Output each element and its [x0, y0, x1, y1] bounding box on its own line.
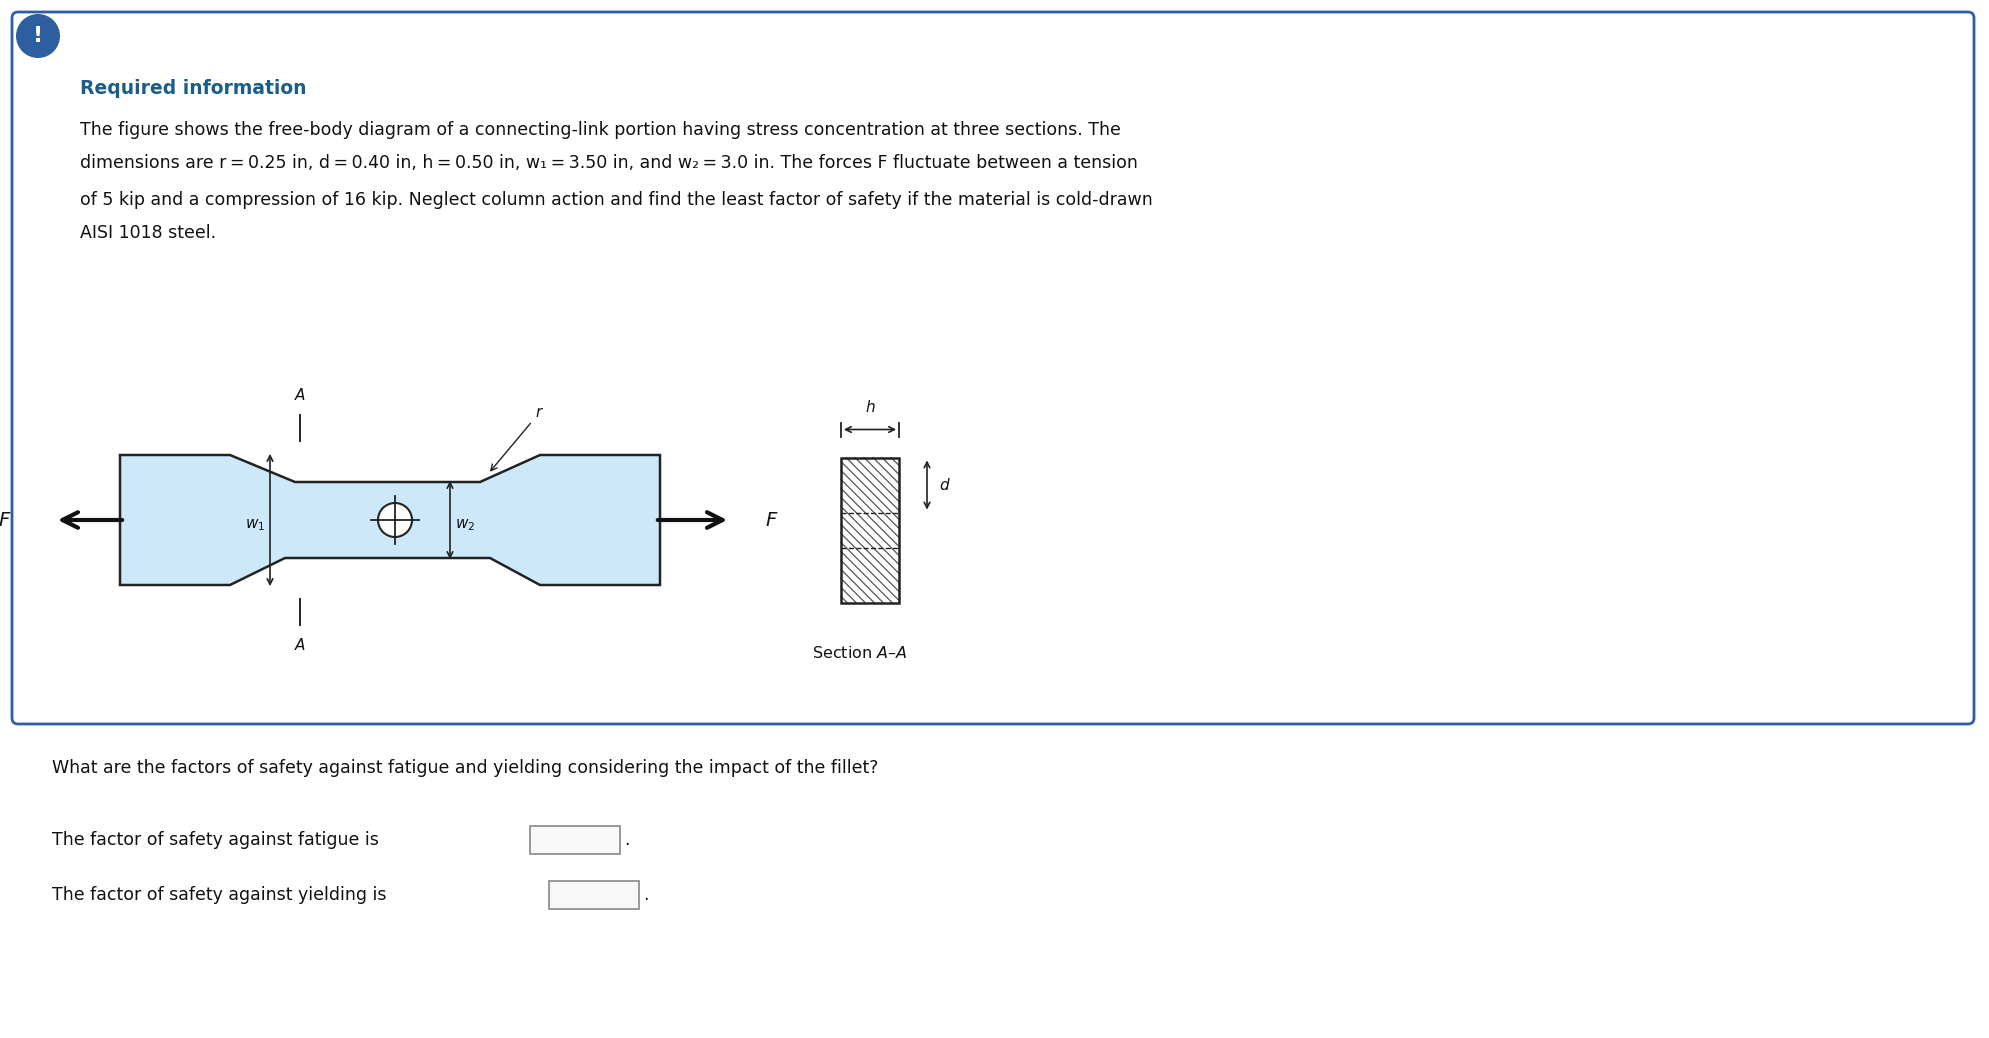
Bar: [549, 881, 638, 909]
Bar: [841, 458, 899, 602]
Circle shape: [16, 13, 60, 58]
Text: $w_2$: $w_2$: [455, 517, 475, 532]
Text: $d$: $d$: [939, 477, 951, 493]
Text: .: .: [625, 831, 629, 849]
Text: dimensions are r = 0.25 in, d = 0.40 in, h = 0.50 in, w₁ = 3.50 in, and w₂ = 3.0: dimensions are r = 0.25 in, d = 0.40 in,…: [80, 154, 1138, 172]
Text: What are the factors of safety against fatigue and yielding considering the impa: What are the factors of safety against f…: [52, 759, 879, 777]
Text: $w_1$: $w_1$: [245, 517, 265, 532]
Text: The factor of safety against yielding is: The factor of safety against yielding is: [52, 886, 386, 904]
Text: !: !: [34, 26, 44, 46]
Text: AISI 1018 steel.: AISI 1018 steel.: [80, 224, 217, 242]
Text: .: .: [642, 886, 648, 904]
Bar: [841, 458, 899, 602]
Text: Required information: Required information: [80, 79, 306, 98]
Text: $F$: $F$: [0, 511, 12, 529]
FancyBboxPatch shape: [12, 12, 1973, 723]
Bar: [529, 826, 621, 854]
Text: Section $A$–$A$: Section $A$–$A$: [812, 645, 907, 660]
Polygon shape: [119, 455, 660, 585]
Text: The factor of safety against fatigue is: The factor of safety against fatigue is: [52, 831, 378, 849]
Circle shape: [378, 503, 412, 537]
Text: The figure shows the free-body diagram of a connecting-link portion having stres: The figure shows the free-body diagram o…: [80, 121, 1122, 139]
Text: $F$: $F$: [766, 511, 780, 529]
Text: $h$: $h$: [865, 400, 875, 415]
Text: $A$: $A$: [294, 637, 306, 653]
Text: of 5 kip and a compression of 16 kip. Neglect column action and find the least f: of 5 kip and a compression of 16 kip. Ne…: [80, 191, 1154, 209]
Text: $A$: $A$: [294, 387, 306, 403]
Text: $r$: $r$: [491, 405, 545, 470]
